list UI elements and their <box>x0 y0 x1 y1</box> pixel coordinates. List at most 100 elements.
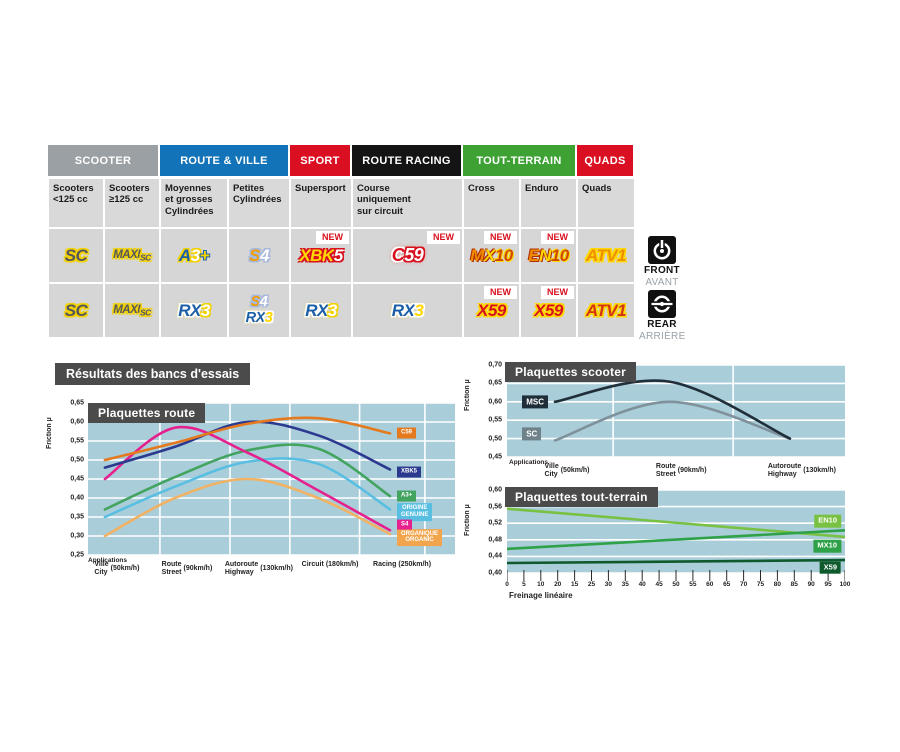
new-badge: NEW <box>427 231 460 244</box>
series-line-x59 <box>507 558 845 565</box>
x-tick-toutterrain: 60 <box>706 581 714 588</box>
product-logo-sc: SC <box>64 245 88 265</box>
results-title: Résultats des bancs d'essais <box>55 363 251 385</box>
y-tick-scooter: 0,50 <box>488 435 502 443</box>
front-indicator: FRONT AVANT <box>639 236 685 288</box>
y-axis-label-toutterrain: Friction µ <box>464 504 471 536</box>
product-cell-front: NEW EN10 <box>520 228 577 283</box>
x-tick-toutterrain: 0 <box>505 581 509 588</box>
product-cell-front: NEW C59 <box>352 228 463 283</box>
product-cell-rear: ATV1 <box>577 283 635 338</box>
rear-brake-icon <box>639 290 685 318</box>
series-line-organique-organic <box>103 477 392 538</box>
rear-label-fr: ARRIÈRE <box>639 331 686 342</box>
product-logo-rx3: RX3 <box>178 300 210 320</box>
front-brake-icon <box>639 236 685 264</box>
y-tick-route: 0,50 <box>70 456 84 464</box>
x-category-name: Autoroute Highway <box>224 561 259 576</box>
x-tick-toutterrain: 85 <box>790 581 798 588</box>
x-category-name: Autoroute Highway <box>767 463 802 478</box>
x-category-name: Circuit <box>301 561 324 568</box>
x-category-speed: (90km/h) <box>677 466 707 474</box>
x-tick-toutterrain: 10 <box>537 581 545 588</box>
x-axis-heading-route: Applications <box>88 557 128 564</box>
chart-plot-route <box>88 403 455 555</box>
series-label-organique-organic: ORGANIQUE ORGANIC <box>397 528 443 547</box>
x-category-speed: (250km/h) <box>398 561 432 568</box>
product-cell-rear: S4 RX3 <box>228 283 290 338</box>
x-tick-toutterrain: 35 <box>621 581 629 588</box>
y-tick-route: 0,65 <box>70 399 84 407</box>
product-cell-front: A3+ <box>160 228 228 283</box>
product-logo-rx3y: RX3 <box>245 309 273 326</box>
series-label-c59: C59 <box>397 427 417 439</box>
x-tick-toutterrain: 5 <box>522 581 526 588</box>
x-tick-toutterrain: 30 <box>604 581 613 588</box>
y-tick-scooter: 0,55 <box>488 416 502 424</box>
x-category-ville: Ville City (50km/h) <box>94 561 139 576</box>
table-subheader-scooters: Scooters <125 cc <box>48 178 104 228</box>
product-cell-rear: NEW X59 <box>520 283 577 338</box>
series-line-sc <box>553 400 792 442</box>
series-label-msc: MSC <box>522 395 548 409</box>
series-line-s4 <box>103 425 392 532</box>
x-category-route: Route Street (90km/h) <box>656 463 707 478</box>
y-tick-scooter: 0,45 <box>488 453 502 461</box>
x-category-name: Ville City <box>94 561 109 576</box>
table-subheader-supersport: Supersport <box>290 178 352 228</box>
x-category-name: Racing <box>373 561 397 568</box>
rear-indicator: REAR ARRIÈRE <box>639 290 685 342</box>
product-cell-rear: RX3 <box>290 283 352 338</box>
x-tick-toutterrain: 55 <box>689 581 697 588</box>
x-category-autoroute: Autoroute Highway (130km/h) <box>768 463 836 478</box>
x-category-speed: (130km/h) <box>803 466 836 474</box>
series-label-s4: S4 <box>397 519 413 531</box>
x-tick-toutterrain: 65 <box>723 581 731 588</box>
series-line-mx10 <box>507 529 845 551</box>
y-tick-route: 0,35 <box>70 513 84 521</box>
y-axis-label-scooter: Friction µ <box>464 379 471 411</box>
table-subheader-quads: Quads <box>577 178 635 228</box>
x-category-speed: (50km/h) <box>560 466 590 474</box>
x-category-speed: (180km/h) <box>325 561 359 568</box>
x-category-route: Route Street (90km/h) <box>162 561 213 576</box>
product-logo-xbk5: XBK5 <box>299 245 343 265</box>
y-tick-toutterrain: 0,40 <box>488 569 502 577</box>
product-logo-maxisc: MAXISC <box>113 303 151 318</box>
front-label: FRONT <box>644 265 680 276</box>
new-badge: NEW <box>541 231 574 244</box>
y-tick-route: 0,45 <box>70 475 84 483</box>
x-tick-toutterrain: 80 <box>773 581 782 588</box>
table-group-quads: QUADS <box>577 145 635 178</box>
x-category-name: Route Street <box>655 463 676 478</box>
product-logo-rx3y: RX3 <box>391 300 424 320</box>
x-tick-toutterrain: 45 <box>655 581 663 588</box>
y-tick-scooter: 0,70 <box>488 361 502 369</box>
y-tick-toutterrain: 0,60 <box>488 486 502 494</box>
series-line-origine-genuine <box>103 457 392 519</box>
x-tick-toutterrain: 20 <box>554 581 562 588</box>
y-tick-toutterrain: 0,44 <box>488 552 502 560</box>
series-label-origine-genuine: ORIGINE GENUINE <box>397 503 433 522</box>
product-cell-rear: SC <box>48 283 104 338</box>
product-logo-x59: X59 <box>477 300 506 320</box>
x-category-circuit: Circuit (180km/h) <box>302 561 359 569</box>
product-logo-sc: SC <box>64 300 88 320</box>
product-cell-front: MAXISC <box>104 228 160 283</box>
series-label-a3: A3+ <box>397 490 417 502</box>
front-label-fr: AVANT <box>645 277 679 288</box>
x-tick-toutterrain: 40 <box>638 581 646 588</box>
y-tick-route: 0,60 <box>70 418 84 426</box>
product-logo-x59: X59 <box>534 300 563 320</box>
y-tick-route: 0,40 <box>70 494 84 502</box>
product-cell-front: SC <box>48 228 104 283</box>
y-tick-route: 0,25 <box>70 551 84 559</box>
series-label-xbk5: XBK5 <box>397 466 422 478</box>
table-subheader-petites: Petites Cylindrées <box>228 178 290 228</box>
y-tick-route: 0,30 <box>70 532 84 540</box>
x-tick-toutterrain: 90 <box>807 581 815 588</box>
x-tick-toutterrain: 95 <box>824 581 832 588</box>
y-tick-route: 0,55 <box>70 437 84 445</box>
table-group-scooter: SCOOTER <box>48 145 160 178</box>
